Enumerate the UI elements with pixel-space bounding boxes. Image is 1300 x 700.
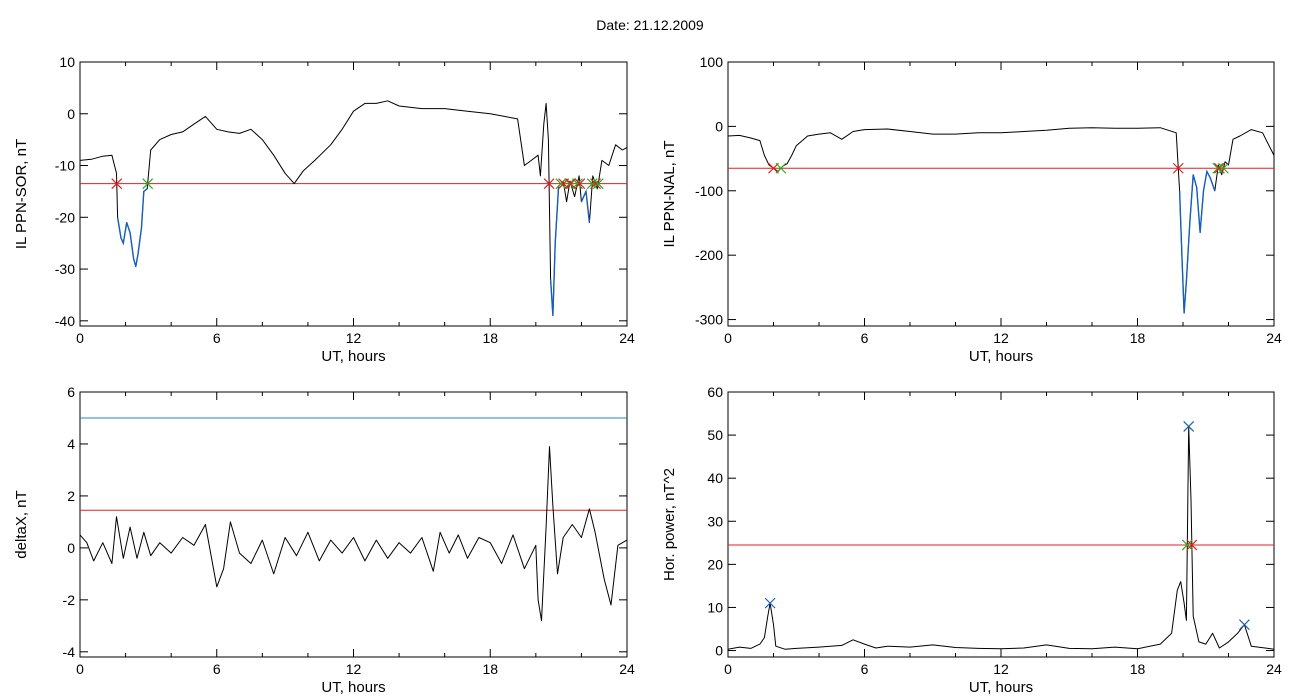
x-tick-label: 6 [213,661,221,677]
y-axis-label: Hor. power, nT^2 [661,468,678,581]
plot-frame [79,391,628,658]
series-line [728,127,1274,314]
x-axis-label: UT, hours [969,348,1033,365]
y-tick-label: 30 [707,513,723,529]
peak-marker [1183,421,1195,432]
x-tick-label: 12 [993,661,1009,677]
x-tick-label: 24 [619,330,635,346]
crossing-marker [590,178,601,190]
plot-area [80,100,627,317]
series-line [728,426,1274,650]
plot-area [728,421,1274,650]
x-tick-label: 24 [1266,661,1282,677]
y-tick-label: -30 [55,261,75,277]
crossing-marker [775,162,787,174]
plot-area [80,417,627,622]
series-line [80,100,627,317]
y-tick-label: 40 [707,470,723,486]
y-tick-label: -4 [63,644,76,660]
x-axis-label: UT, hours [969,679,1033,696]
y-tick-label: -40 [55,313,75,329]
crossing-marker [592,178,604,190]
y-axis-label: IL PPN-SOR, nT [13,139,30,249]
crossing-marker [1186,539,1198,551]
x-axis-label: UT, hours [321,679,385,696]
crossing-marker [574,178,586,190]
crossing-marker [1217,162,1229,174]
crossing-marker [111,178,123,190]
crossing-marker [555,178,567,190]
y-tick-label: 0 [67,540,75,556]
y-tick-label: 10 [707,599,723,615]
x-tick-label: 24 [1266,330,1282,346]
y-tick-label: -20 [55,209,75,225]
y-tick-label: 0 [67,106,75,122]
y-tick-label: 50 [707,427,723,443]
x-tick-label: 18 [482,661,498,677]
y-tick-label: 4 [67,436,75,452]
y-tick-label: 100 [700,54,724,70]
peak-marker [1239,619,1250,631]
y-tick-label: -2 [63,592,76,608]
crossing-marker [543,178,555,190]
x-tick-label: 12 [346,330,362,346]
page-title: Date: 21.12.2009 [596,17,704,33]
y-tick-label: 0 [715,643,723,659]
series-line [80,446,627,622]
y-tick-label: 20 [707,556,723,572]
crossing-marker [564,178,576,190]
x-tick-label: 6 [861,661,869,677]
x-tick-label: 6 [213,330,221,346]
x-tick-label: 18 [482,330,498,346]
x-tick-label: 0 [76,661,84,677]
y-tick-label: -10 [55,158,75,174]
y-tick-label: 2 [67,488,75,504]
x-tick-label: 18 [1130,661,1146,677]
y-tick-label: 6 [67,384,75,400]
highlight-segment [1178,169,1216,314]
peak-marker [764,597,776,609]
y-tick-label: -200 [695,247,723,263]
y-tick-label: -100 [695,183,723,199]
plot-area [728,127,1274,314]
crossing-marker [1172,162,1184,174]
chart-il-ppn-sor: 0 6 12 18 24 -40 -30 -20 -10 0 10 UT, hours IL PPN-S… [13,54,635,365]
chart-il-ppn-nal: 0 6 12 18 24 -300 -200 -100 0 100 UT, hours IL PPN-… [661,54,1282,365]
y-tick-label: 60 [707,384,723,400]
y-axis-label: deltaX, nT [13,490,30,558]
x-tick-label: 18 [1130,330,1146,346]
x-tick-label: 12 [346,661,362,677]
crossing-marker [1212,162,1224,174]
y-tick-label: 10 [59,54,75,70]
plot-frame [79,61,628,327]
highlight-segment [116,188,148,267]
x-tick-label: 0 [724,661,732,677]
x-axis-label: UT, hours [321,348,385,365]
crossing-marker [1181,539,1193,551]
x-tick-label: 0 [76,330,84,346]
plot-frame [727,391,1275,658]
y-tick-label: 0 [715,118,723,134]
highlight-segment [549,186,560,316]
x-tick-label: 6 [861,330,869,346]
crossing-marker [1213,162,1225,174]
crossing-marker [142,178,154,190]
y-tick-label: -300 [695,312,723,328]
chart-hor-power: 0 6 12 18 24 0 10 20 30 40 50 60 UT, hours Hor. power… [661,384,1282,696]
crossing-marker [572,178,583,190]
x-tick-label: 24 [619,661,635,677]
x-tick-label: 12 [993,330,1009,346]
y-axis-label: IL PPN-NAL, nT [661,141,678,248]
x-tick-label: 0 [724,330,732,346]
highlight-segment [580,188,591,223]
